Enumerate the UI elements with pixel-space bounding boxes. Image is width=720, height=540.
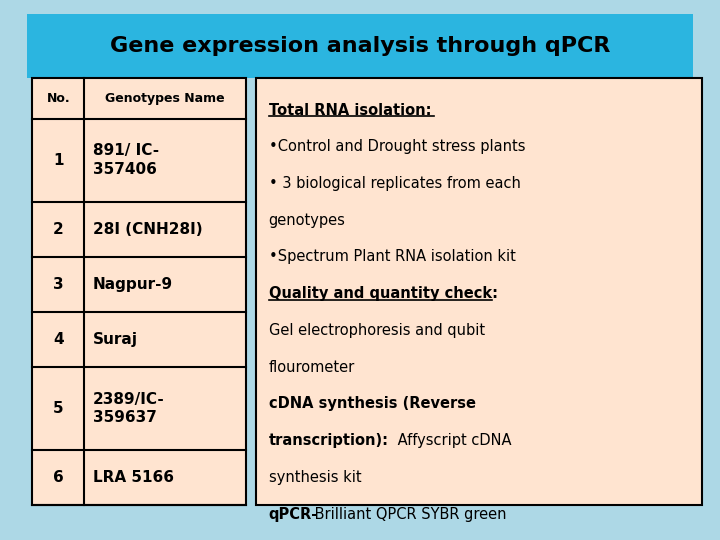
Text: •Spectrum Plant RNA isolation kit: •Spectrum Plant RNA isolation kit xyxy=(269,249,516,265)
Text: 891/ IC-
357406: 891/ IC- 357406 xyxy=(93,143,159,177)
Text: Quality and quantity check:: Quality and quantity check: xyxy=(269,286,498,301)
Text: Affyscript cDNA: Affyscript cDNA xyxy=(393,433,511,448)
Text: •Control and Drought stress plants: •Control and Drought stress plants xyxy=(269,139,525,154)
Bar xyxy=(32,78,246,505)
Text: 4: 4 xyxy=(53,332,63,347)
Text: 5: 5 xyxy=(53,401,63,416)
Bar xyxy=(256,78,702,505)
Text: Suraj: Suraj xyxy=(93,332,138,347)
Text: transcription):: transcription): xyxy=(269,433,389,448)
Bar xyxy=(27,14,693,78)
Text: • 3 biological replicates from each: • 3 biological replicates from each xyxy=(269,176,521,191)
Text: flourometer: flourometer xyxy=(269,360,355,375)
Text: Gene expression analysis through qPCR: Gene expression analysis through qPCR xyxy=(110,36,610,56)
Text: Total RNA isolation:: Total RNA isolation: xyxy=(269,103,431,118)
Text: qPCR-: qPCR- xyxy=(269,507,318,522)
Text: Nagpur-9: Nagpur-9 xyxy=(93,277,173,292)
Text: genotypes: genotypes xyxy=(269,213,346,228)
Text: 28I (CNH28I): 28I (CNH28I) xyxy=(93,221,202,237)
Text: Gel electrophoresis and qubit: Gel electrophoresis and qubit xyxy=(269,323,485,338)
Text: Brilliant QPCR SYBR green: Brilliant QPCR SYBR green xyxy=(310,507,506,522)
Text: 1: 1 xyxy=(53,153,63,167)
Text: cDNA synthesis (Reverse: cDNA synthesis (Reverse xyxy=(269,396,475,411)
Text: synthesis kit: synthesis kit xyxy=(269,470,361,485)
Text: Genotypes Name: Genotypes Name xyxy=(105,92,225,105)
Text: LRA 5166: LRA 5166 xyxy=(93,470,174,485)
Text: 2: 2 xyxy=(53,221,63,237)
Text: 6: 6 xyxy=(53,470,63,485)
Text: 2389/IC-
359637: 2389/IC- 359637 xyxy=(93,392,165,425)
Text: No.: No. xyxy=(47,92,70,105)
Text: 3: 3 xyxy=(53,277,63,292)
